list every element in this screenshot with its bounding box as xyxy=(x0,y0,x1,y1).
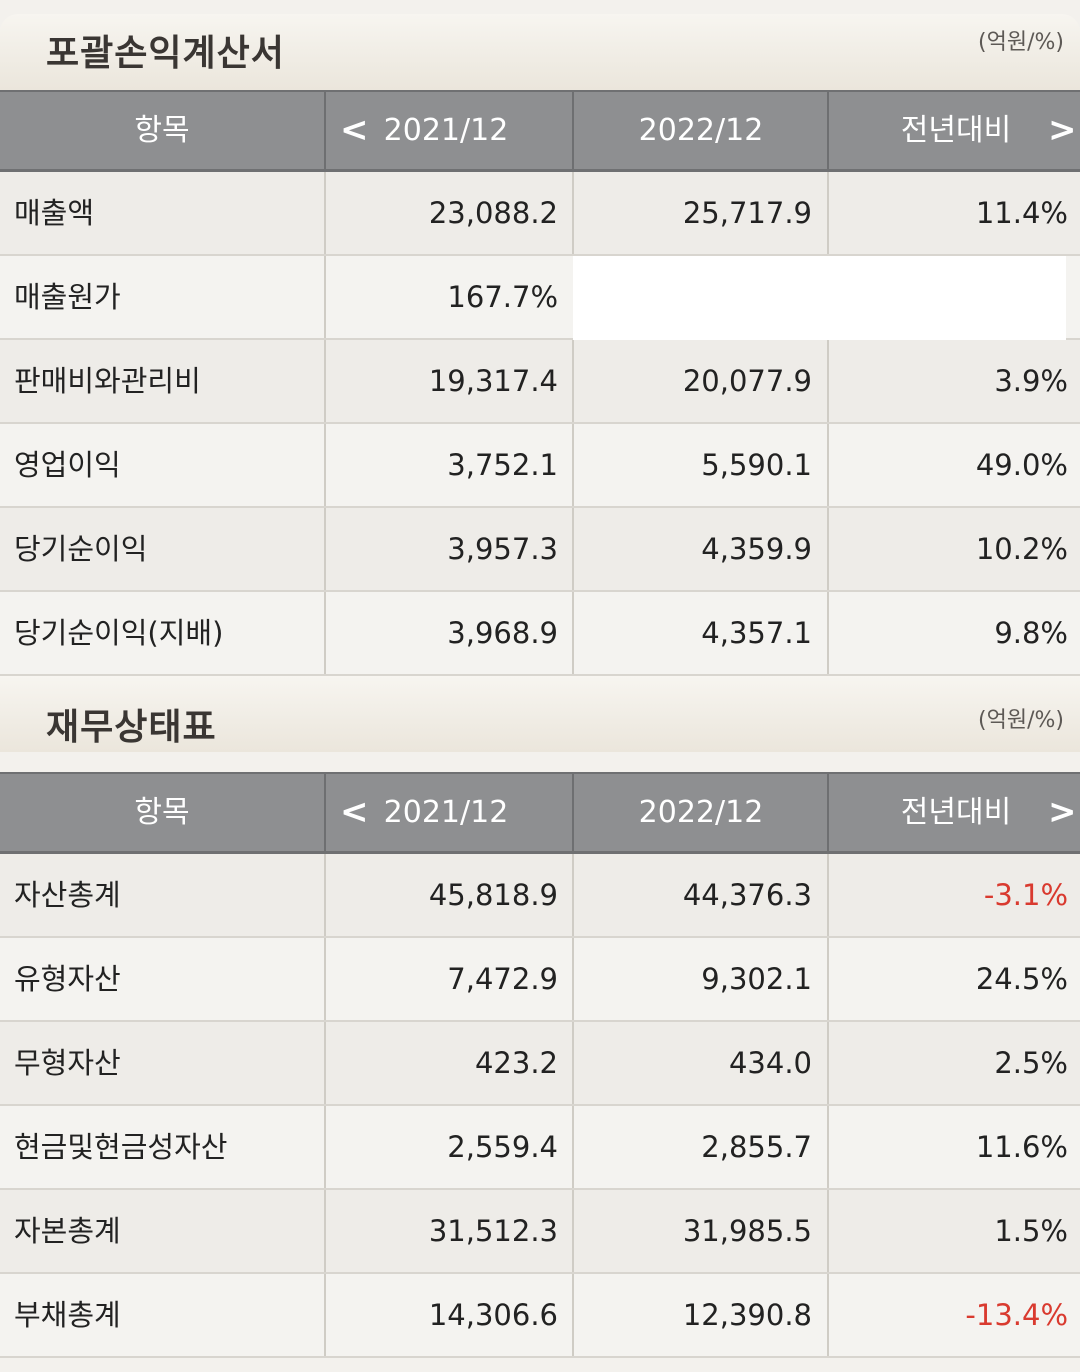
value-2021: 423.2 xyxy=(474,1046,558,1080)
income-section-title: 포괄손익계산서 xyxy=(46,33,285,74)
row-label: 매출원가 xyxy=(14,280,121,314)
value-yoy: 11.6% xyxy=(975,1130,1068,1164)
table-row[interactable]: 현금및현금성자산 2,559.4 2,855.7 11.6% xyxy=(0,1106,1080,1190)
row-label: 매출액 xyxy=(14,196,95,230)
value-2021: 14,306.6 xyxy=(428,1298,558,1332)
income-unit-label: (억원/%) xyxy=(978,30,1064,55)
table-row[interactable]: 자산총계 45,818.9 44,376.3 -3.1% xyxy=(0,854,1080,938)
value-2021: 31,512.3 xyxy=(428,1214,558,1248)
header-col-2021: 2021/12 xyxy=(383,795,509,830)
value-2022: 31,985.5 xyxy=(682,1214,812,1248)
table-row[interactable]: 영업이익 3,752.1 5,590.1 49.0% xyxy=(0,424,1080,508)
table-row[interactable]: 당기순이익(지배) 3,968.9 4,357.1 9.8% xyxy=(0,592,1080,676)
prev-period-chevron-icon[interactable]: < xyxy=(340,110,369,150)
value-2022: 4,359.9 xyxy=(701,532,812,566)
value-2021: 3,968.9 xyxy=(447,616,558,650)
table-row[interactable]: 무형자산 423.2 434.0 2.5% xyxy=(0,1022,1080,1106)
value-yoy: 11.4% xyxy=(975,196,1068,230)
row-label: 부채총계 xyxy=(14,1298,121,1332)
row-label: 자산총계 xyxy=(14,878,121,912)
value-yoy: 10.2% xyxy=(975,532,1068,566)
row-label: 무형자산 xyxy=(14,1046,121,1080)
value-yoy: 2.5% xyxy=(994,1046,1068,1080)
row-label: 당기순이익 xyxy=(14,532,148,566)
table-row[interactable]: 매출원가 167.7% xyxy=(0,256,1080,340)
table-row[interactable]: 유형자산 7,472.9 9,302.1 24.5% xyxy=(0,938,1080,1022)
value-2022: 12,390.8 xyxy=(682,1298,812,1332)
header-col-2022: 2022/12 xyxy=(638,795,764,830)
balance-section-header: 재무상태표 (억원/%) xyxy=(0,676,1080,752)
header-col-yoy: 전년대비 xyxy=(900,113,1012,148)
value-2021: 19,317.4 xyxy=(428,364,558,398)
row-label: 현금및현금성자산 xyxy=(14,1130,228,1164)
value-2021: 23,088.2 xyxy=(428,196,558,230)
header-col-2022: 2022/12 xyxy=(638,113,764,148)
value-2022: 4,357.1 xyxy=(701,616,812,650)
value-2022: 25,717.9 xyxy=(682,196,812,230)
balance-unit-label: (억원/%) xyxy=(978,708,1064,733)
value-2022: 20,077.9 xyxy=(682,364,812,398)
income-table-header: 항목 < 2021/12 2022/12 전년대비 > xyxy=(0,90,1080,172)
empty-cell-area xyxy=(573,256,1066,340)
value-2022: 5,590.1 xyxy=(701,448,812,482)
table-row[interactable]: 판매비와관리비 19,317.4 20,077.9 3.9% xyxy=(0,340,1080,424)
header-item: 항목 xyxy=(134,113,190,148)
row-label: 판매비와관리비 xyxy=(14,364,201,398)
value-yoy: 3.9% xyxy=(994,364,1068,398)
value-2022: 434.0 xyxy=(728,1046,812,1080)
value-yoy: 9.8% xyxy=(994,616,1068,650)
value-2022: 44,376.3 xyxy=(682,878,812,912)
value-2021: 3,957.3 xyxy=(447,532,558,566)
value-yoy: 1.5% xyxy=(994,1214,1068,1248)
table-row[interactable]: 자본총계 31,512.3 31,985.5 1.5% xyxy=(0,1190,1080,1274)
next-period-chevron-icon[interactable]: > xyxy=(1048,110,1077,150)
value-yoy: 24.5% xyxy=(975,962,1068,996)
balance-table-header: 항목 < 2021/12 2022/12 전년대비 > xyxy=(0,772,1080,854)
income-section-header: 포괄손익계산서 (억원/%) xyxy=(0,14,1080,90)
value-2022: 2,855.7 xyxy=(701,1130,812,1164)
row-label: 유형자산 xyxy=(14,962,121,996)
value-yoy: -3.1% xyxy=(983,878,1068,912)
balance-section-title: 재무상태표 xyxy=(46,707,217,748)
value-2021: 167.7% xyxy=(447,280,558,314)
value-2021: 2,559.4 xyxy=(447,1130,558,1164)
value-2021: 3,752.1 xyxy=(447,448,558,482)
table-row[interactable]: 당기순이익 3,957.3 4,359.9 10.2% xyxy=(0,508,1080,592)
header-item: 항목 xyxy=(134,795,190,830)
table-row[interactable]: 부채총계 14,306.6 12,390.8 -13.4% xyxy=(0,1274,1080,1358)
value-2022: 9,302.1 xyxy=(701,962,812,996)
prev-period-chevron-icon[interactable]: < xyxy=(340,792,369,832)
next-period-chevron-icon[interactable]: > xyxy=(1048,792,1077,832)
value-2021: 45,818.9 xyxy=(428,878,558,912)
row-label: 자본총계 xyxy=(14,1214,121,1248)
row-label: 영업이익 xyxy=(14,448,121,482)
value-yoy: 49.0% xyxy=(975,448,1068,482)
value-yoy: -13.4% xyxy=(965,1298,1068,1332)
value-2021: 7,472.9 xyxy=(447,962,558,996)
row-label: 당기순이익(지배) xyxy=(14,616,224,650)
table-row[interactable]: 매출액 23,088.2 25,717.9 11.4% xyxy=(0,172,1080,256)
header-col-yoy: 전년대비 xyxy=(900,795,1012,830)
header-col-2021: 2021/12 xyxy=(383,113,509,148)
